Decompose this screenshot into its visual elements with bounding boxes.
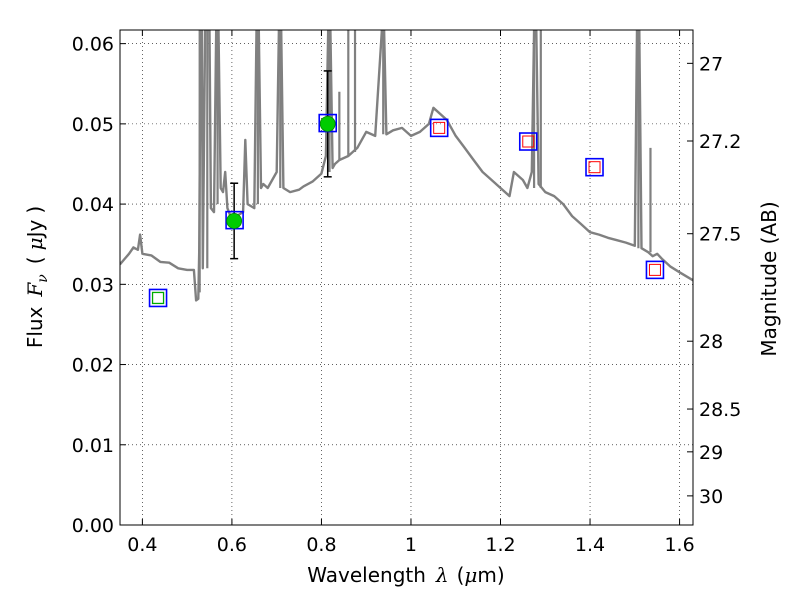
- y-tick-label: 0.04: [72, 194, 114, 216]
- x-axis-ticks: 0.4 0.6 0.8 1 1.2 1.4 1.6: [127, 30, 695, 556]
- model-photometry-square: [518, 132, 538, 151]
- observed-flux-point: [226, 213, 243, 229]
- upper-limit-square: [588, 161, 601, 174]
- x-axis-title-unit-rest: m): [477, 563, 504, 587]
- x-tick-label: 0.6: [217, 534, 247, 556]
- y2-axis-title: Magnitude (AB): [757, 201, 781, 356]
- x-axis-title-unit-mu: μ: [464, 563, 477, 587]
- x-axis-title: Wavelength λ (μm): [307, 563, 504, 587]
- y-axis-ticks: 0.00 0.01 0.02 0.03 0.04 0.05 0.06: [72, 34, 126, 537]
- y2-tick-label: 30: [699, 486, 723, 508]
- y-axis-title-unit-close: ): [23, 206, 47, 214]
- x-axis-title-unit-open: (: [457, 563, 465, 587]
- plot-content: [120, 30, 693, 308]
- y2-tick-label: 27: [699, 53, 723, 75]
- upper-limit-square: [522, 135, 535, 148]
- upper-limit-square: [648, 263, 661, 276]
- model-photometry-square: [585, 157, 604, 177]
- x-axis-title-symbol: λ: [435, 563, 449, 587]
- x-tick-label: 0.8: [306, 534, 336, 556]
- y-axis-title-symbol: F: [23, 282, 47, 298]
- y-tick-label: 0.02: [72, 355, 114, 377]
- plot-frame: [119, 29, 694, 526]
- y2-tick-label: 28: [699, 331, 723, 353]
- y-tick-label: 0.05: [72, 114, 114, 136]
- model-photometry-square: [429, 118, 449, 138]
- x-tick-label: 0.4: [127, 534, 157, 556]
- y-axis-title-subscript: ν: [35, 274, 51, 283]
- upper-limit-square: [433, 121, 446, 134]
- y-tick-label: 0.03: [72, 274, 114, 296]
- y2-axis-ticks: 27 27.2 27.5 28 28.5 29 30: [687, 53, 741, 508]
- non-detection-square: [151, 291, 165, 305]
- y2-tick-label: 29: [699, 442, 723, 464]
- x-tick-label: 1.4: [575, 534, 605, 556]
- grid-lines: [120, 30, 693, 526]
- y-tick-label: 0.00: [72, 515, 114, 537]
- x-axis-title-prefix: Wavelength: [307, 563, 426, 587]
- y-axis-title-unit-mu: μ: [23, 237, 47, 250]
- y-axis-title: Flux Fν ( μJy): [23, 206, 51, 348]
- x-tick-label: 1: [405, 534, 417, 556]
- y-axis-title-unit-open: (: [23, 256, 47, 264]
- y2-tick-label: 27.5: [699, 224, 741, 246]
- y-axis-title-unit-rest: Jy: [23, 219, 47, 239]
- y2-tick-label: 27.2: [699, 131, 741, 153]
- y-axis-title-prefix: Flux: [23, 306, 47, 348]
- y-tick-label: 0.06: [72, 34, 114, 56]
- y-tick-label: 0.01: [72, 435, 114, 457]
- observed-flux-point: [319, 115, 336, 132]
- model-spectrum-line: [120, 30, 693, 302]
- model-photometry-square: [645, 260, 665, 280]
- model-photometry-square: [148, 288, 168, 308]
- x-tick-label: 1.6: [664, 534, 694, 556]
- y2-tick-label: 28.5: [699, 399, 741, 421]
- plot-series-group: [120, 30, 693, 308]
- x-tick-label: 1.2: [485, 534, 515, 556]
